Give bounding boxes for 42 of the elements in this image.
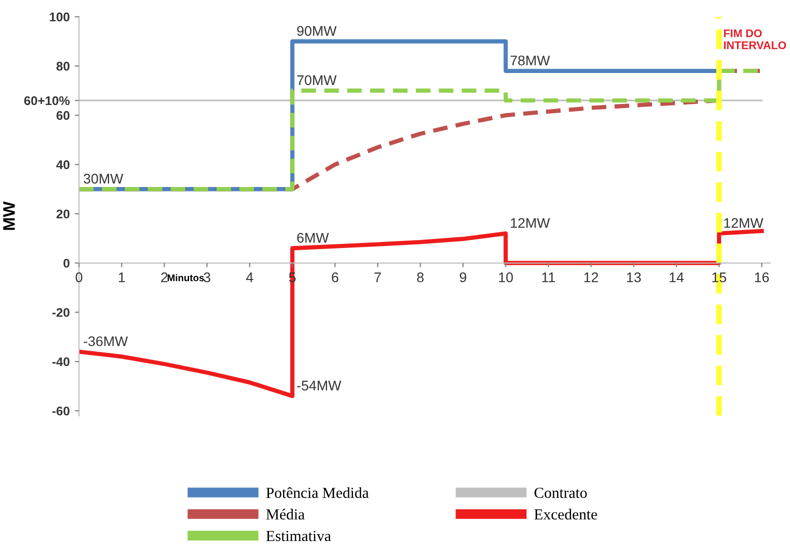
annotation: 6MW [297, 232, 329, 243]
y-tick-label: 60 [56, 111, 70, 120]
annotation: -36MW [84, 336, 128, 346]
x-tick-label: 2 [161, 272, 168, 282]
x-tick-label: 3 [204, 272, 210, 282]
legend-label: Estimativa [266, 530, 331, 542]
x-tick-label: 7 [374, 272, 381, 282]
y-tick-label: -20 [52, 308, 70, 317]
annotation: -54MW [297, 380, 342, 390]
x-tick-label: 14 [670, 272, 684, 282]
x-tick-label: 1 [118, 272, 125, 282]
x-tick-label: 10 [499, 272, 513, 282]
legend-label: Excedente [534, 508, 597, 520]
legend-label: Média [266, 508, 305, 520]
legend-label: Potência Medida [266, 487, 369, 498]
annotation: 12MW [510, 218, 550, 228]
x-tick-label: 0 [76, 272, 82, 282]
x-tick-label: 6 [332, 272, 338, 282]
legend-label: Contrato [534, 488, 587, 498]
x-axis-title: Minutos [168, 274, 204, 282]
x-tick-label: 11 [542, 272, 555, 282]
x-tick-label: 9 [460, 272, 466, 282]
x-tick-label: 8 [417, 272, 424, 282]
y-tick-label: 60+10% [24, 96, 70, 106]
x-tick-label: 16 [755, 272, 769, 282]
y-tick-label: 40 [56, 160, 70, 170]
annotation: 30MW [84, 174, 124, 184]
x-tick-label: 4 [246, 272, 254, 282]
annotation: 70MW [297, 75, 337, 86]
annotation: 90MW [297, 26, 337, 36]
y-tick-label: 20 [56, 210, 70, 218]
y-axis-title: MW [3, 201, 15, 230]
y-tick-label: -40 [52, 357, 70, 366]
y-tick-label: -60 [52, 406, 70, 416]
annotation: 78MW [510, 56, 550, 66]
y-tick-label: 80 [56, 62, 70, 71]
annotation: 12MW [724, 218, 764, 228]
x-tick-label: 13 [627, 272, 641, 282]
x-tick-label: 12 [584, 272, 598, 282]
y-tick-label: 0 [64, 258, 70, 268]
ref-line-label: FIM DO INTERVALO [724, 29, 786, 50]
y-tick-label: 100 [50, 12, 70, 22]
